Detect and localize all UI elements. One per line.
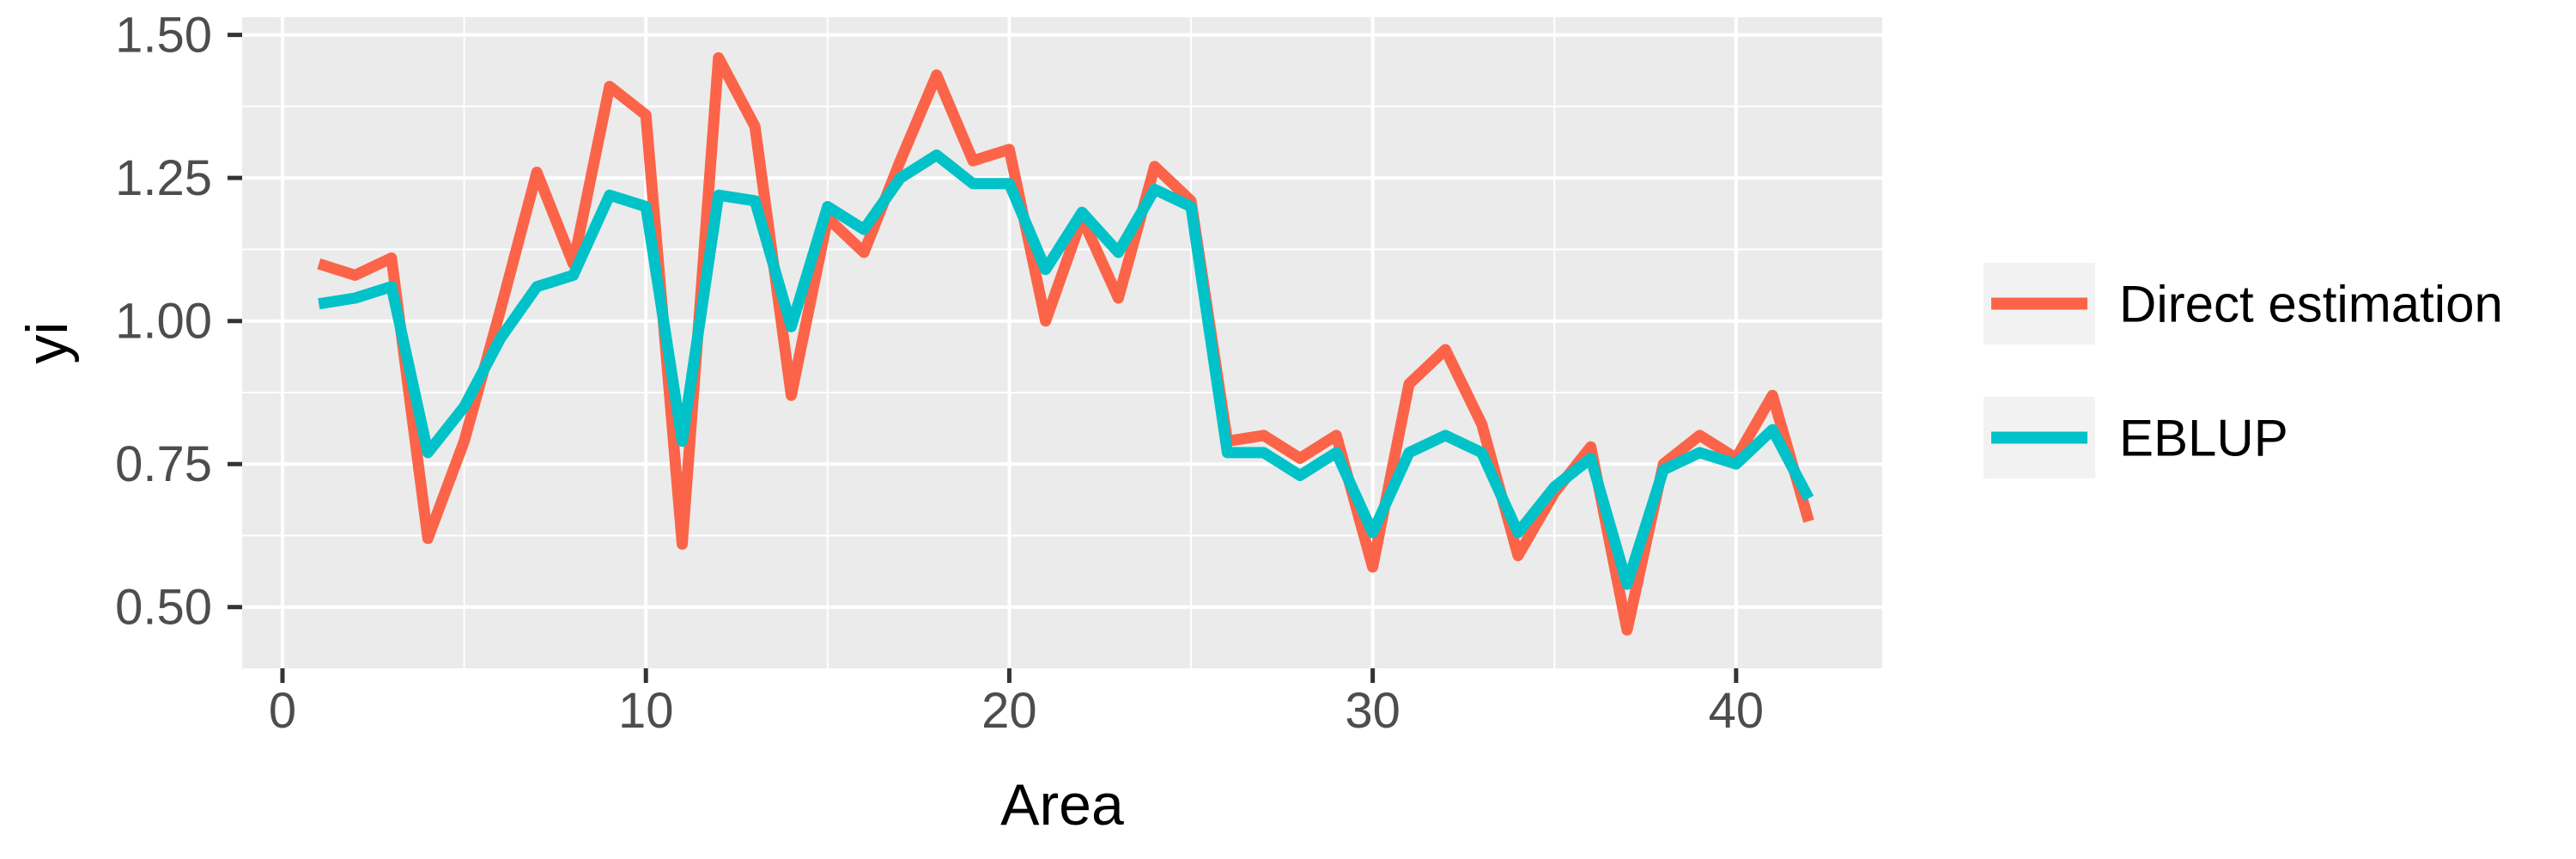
y-axis-title: yi [15, 321, 80, 363]
x-axis-title: Area [1000, 772, 1124, 838]
y-tick-label: 1.25 [115, 150, 212, 206]
y-tick-label: 1.50 [115, 8, 212, 64]
axis-ticks [228, 33, 1739, 683]
y-tick-label: 0.50 [115, 580, 212, 636]
legend-item-direct-estimation: Direct estimation [1984, 263, 2503, 344]
x-tick-label: 0 [269, 683, 296, 739]
y-tick-label: 0.75 [115, 436, 212, 492]
legend-item-eblup: EBLUP [1984, 397, 2288, 478]
legend-label-eblup: EBLUP [2119, 410, 2288, 467]
legend: Direct estimation EBLUP [1984, 263, 2503, 478]
x-tick-label: 40 [1709, 683, 1765, 739]
x-tick-label: 30 [1345, 683, 1400, 739]
x-tick-label: 20 [981, 683, 1037, 739]
data-series [317, 52, 1814, 636]
y-tick-label: 1.00 [115, 294, 212, 350]
axis-tick-labels: 0 10 20 30 40 0.50 0.75 1.00 1.25 1.50 [115, 8, 1764, 739]
x-tick-label: 10 [618, 683, 674, 739]
legend-label-direct-estimation: Direct estimation [2119, 276, 2503, 333]
eblup-line [318, 149, 1814, 590]
